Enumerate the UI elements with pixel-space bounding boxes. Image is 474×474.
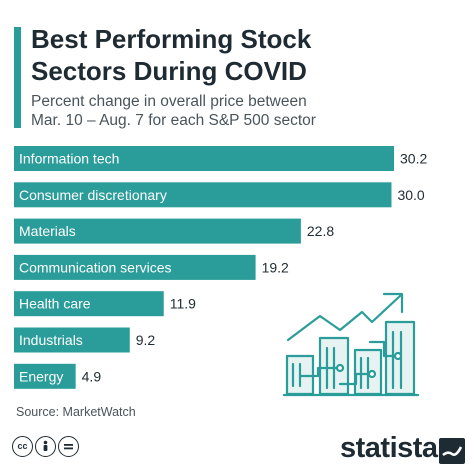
bar-chart: Information tech 30.2 Consumer discretiona… <box>14 146 427 397</box>
cc-icon[interactable]: cc <box>12 436 33 457</box>
equals-icon[interactable] <box>58 436 79 457</box>
value-label: 4.9 <box>82 368 102 384</box>
bars-layer: Information tech 30.2 Consumer discretiona… <box>14 146 427 389</box>
logo-mark-icon <box>439 438 465 464</box>
chart-subtitle: Percent change in overall price between … <box>31 92 461 130</box>
illustration-bar-2 <box>318 336 350 396</box>
person-icon[interactable] <box>35 436 56 457</box>
bar-communication-services <box>14 254 256 280</box>
bar-energy <box>14 363 76 389</box>
category-label: Industrials <box>19 332 83 348</box>
category-label: Information tech <box>19 151 119 167</box>
category-label: Health care <box>19 296 91 312</box>
value-label: 30.0 <box>397 187 424 203</box>
subtitle-line-2: Mar. 10 – Aug. 7 for each S&P 500 sector <box>31 112 316 129</box>
bar-health-care <box>14 291 164 317</box>
category-label: Communication services <box>19 259 172 275</box>
bar-industrials <box>14 327 130 353</box>
logo-text: statista <box>340 432 438 464</box>
category-label: Energy <box>19 368 63 384</box>
illustration-trace-3 <box>368 340 400 358</box>
value-label: 11.9 <box>170 296 196 312</box>
illustration-trend-line <box>286 294 402 342</box>
value-label: 9.2 <box>136 332 156 348</box>
source-note: Source: MarketWatch <box>16 405 136 419</box>
bar-materials <box>14 218 301 244</box>
illustration-bar-3 <box>353 348 383 396</box>
title-line-1: Best Performing Stock <box>31 24 312 54</box>
title-line-2: Sectors During COVID <box>31 56 307 86</box>
growth-chart-illustration <box>282 292 420 397</box>
illustration-arrow-head <box>382 292 404 314</box>
bar-information-tech <box>14 146 394 171</box>
subtitle-line-1: Percent change in overall price between <box>31 93 307 110</box>
category-label: Materials <box>19 223 76 239</box>
license-icons: cc <box>12 436 79 458</box>
category-label: Consumer discretionary <box>19 187 167 203</box>
statista-logo[interactable]: statista <box>340 430 474 474</box>
value-label: 22.8 <box>307 223 334 239</box>
illustration-trace-2 <box>338 372 374 386</box>
bar-consumer-discretionary <box>14 182 392 208</box>
title-accent-bar <box>14 27 21 128</box>
value-label: 19.2 <box>262 259 289 275</box>
chart-title: Best Performing Stock Sectors During COV… <box>31 23 461 87</box>
illustration-trace-1 <box>298 366 342 378</box>
value-label: 30.2 <box>400 151 427 167</box>
